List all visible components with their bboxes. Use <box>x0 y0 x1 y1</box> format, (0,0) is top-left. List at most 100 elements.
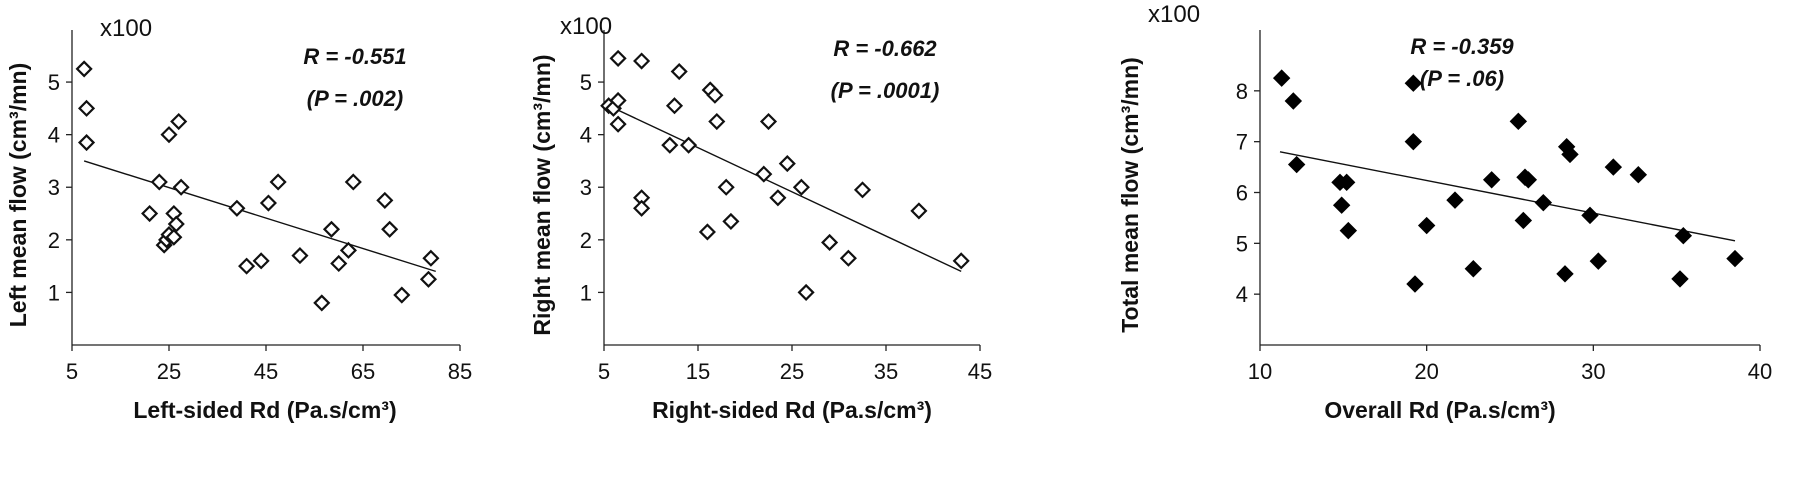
data-point <box>910 202 928 220</box>
y-tick-label: 4 <box>580 123 592 148</box>
data-point <box>665 97 684 115</box>
y-axis-label: Total mean flow (cm³/mn) <box>1117 57 1143 333</box>
y-tick-label: 2 <box>580 228 592 253</box>
data-point <box>698 223 716 241</box>
data-point <box>1556 265 1574 283</box>
data-point <box>1534 193 1553 212</box>
data-point <box>633 52 651 70</box>
data-point <box>1337 173 1356 192</box>
data-point <box>1287 155 1306 174</box>
data-point <box>419 270 438 288</box>
y-tick-label: 4 <box>48 123 60 148</box>
chart-left-flow: 5 25 45 65 85 1 2 3 4 5 x100 Left-sided Rd (Pa.s/cm… <box>0 0 560 491</box>
x-tick-label: 85 <box>448 359 472 384</box>
data-point <box>1561 145 1579 164</box>
data-point <box>165 228 183 246</box>
data-point <box>708 112 726 131</box>
data-point <box>670 62 688 81</box>
y-tick-label: 5 <box>48 70 60 95</box>
x-tick-label: 25 <box>157 359 181 384</box>
data-point <box>1519 171 1538 189</box>
data-point <box>821 233 839 252</box>
data-point <box>633 199 651 217</box>
data-point <box>322 220 341 238</box>
data-point <box>376 191 394 209</box>
data-point <box>1629 166 1648 184</box>
data-point <box>1406 275 1424 293</box>
data-point <box>172 178 190 196</box>
x-axis-label: Right-sided Rd (Pa.s/cm³) <box>652 397 932 423</box>
data-point <box>1404 74 1423 92</box>
data-point <box>1284 92 1303 110</box>
data-point <box>1514 211 1533 230</box>
data-point <box>170 112 188 131</box>
x-tick-label: 45 <box>254 359 278 384</box>
x-tick-label: 45 <box>968 359 992 384</box>
data-point <box>1332 196 1351 214</box>
x-axis-label: Left-sided Rd (Pa.s/cm³) <box>133 397 396 423</box>
data-point <box>422 249 440 267</box>
y-scale-label: x100 <box>560 13 612 40</box>
regression-line <box>1279 151 1736 242</box>
data-point <box>167 215 185 233</box>
x-tick-label: 5 <box>598 359 610 384</box>
y-axis-label: Left mean flow (cm³/mn) <box>5 63 31 328</box>
x-tick-label: 35 <box>874 359 898 384</box>
y-tick-label: 2 <box>48 228 60 253</box>
data-point <box>1464 260 1483 278</box>
y-tick-label: 1 <box>48 280 60 305</box>
y-tick-label: 8 <box>1236 79 1248 104</box>
y-tick-label: 5 <box>1236 231 1248 256</box>
data-point <box>228 199 246 217</box>
chart-right-flow: 5 15 25 35 45 1 2 3 4 5 x100 Right-sided Rd (Pa.s/c… <box>529 0 1150 491</box>
data-point <box>609 91 627 110</box>
x-tick-label: 5 <box>66 359 78 384</box>
x-axis-label: Overall Rd (Pa.s/cm³) <box>1324 397 1555 423</box>
data-point <box>1604 158 1623 176</box>
data-point <box>680 136 698 154</box>
y-tick-label: 4 <box>1236 282 1248 307</box>
data-point <box>252 252 270 270</box>
data-point <box>1417 216 1436 235</box>
annotation-p: (P = .0001) <box>831 78 940 103</box>
data-point <box>778 155 796 173</box>
data-point <box>238 257 256 275</box>
data-point <box>755 165 773 183</box>
y-tick-label: 5 <box>580 70 592 95</box>
y-tick-label: 3 <box>580 175 592 200</box>
data-point <box>150 173 168 191</box>
x-tick-label: 10 <box>1248 359 1272 384</box>
x-tick-label: 15 <box>686 359 710 384</box>
data-point <box>160 126 178 144</box>
data-point <box>291 247 309 265</box>
data-point <box>77 99 96 117</box>
data-point <box>1509 112 1528 131</box>
data-point <box>1404 132 1423 151</box>
annotation-r: R = -0.551 <box>303 44 406 69</box>
data-point <box>839 249 857 267</box>
annotation-p: (P = .002) <box>307 86 403 111</box>
data-point <box>1589 252 1608 270</box>
data-point <box>1726 249 1744 268</box>
x-tick-label: 25 <box>780 359 804 384</box>
data-point <box>1446 191 1464 209</box>
data-point <box>1674 227 1693 245</box>
regression-line <box>608 105 962 273</box>
chart-total-flow: 10 20 30 40 4 5 6 7 8 x100 Overall Rd (Pa.s/cm³) To… <box>1117 0 1800 491</box>
chart-total-flow-svg: 10 20 30 40 4 5 6 7 8 x100 Overall Rd (Pa.s/cm³) To… <box>1117 1 1772 423</box>
x-tick-label: 30 <box>1581 359 1605 384</box>
data-point <box>381 220 399 238</box>
data-point <box>344 173 362 191</box>
data-point <box>722 212 740 230</box>
data-point <box>609 49 627 67</box>
data-point <box>952 252 970 270</box>
x-tick-label: 40 <box>1748 359 1772 384</box>
y-scale-label: x100 <box>1148 1 1200 28</box>
data-point <box>609 115 627 133</box>
data-point <box>1272 69 1291 87</box>
data-point <box>1339 221 1358 240</box>
data-point <box>1671 270 1689 288</box>
data-point <box>313 294 331 312</box>
